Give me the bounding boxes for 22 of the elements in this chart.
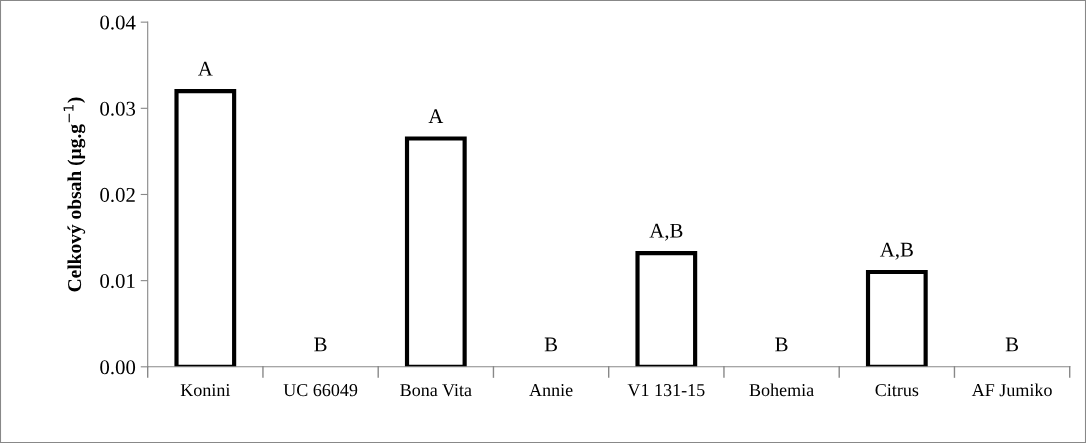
x-tick-label: Citrus — [875, 384, 919, 397]
x-tick-label: Bona Vita — [400, 384, 472, 397]
annotation: A — [198, 61, 213, 76]
annotation: B — [1005, 337, 1019, 352]
y-tick-label: 0.03 — [100, 101, 136, 116]
annotation: A,B — [879, 242, 913, 260]
x-tick-label: UC 66049 — [283, 383, 358, 397]
x-tick-label: Annie — [529, 384, 573, 397]
x-tick-label: Konini — [180, 384, 231, 397]
annotation: A,B — [649, 223, 683, 241]
y-tick-label: 0.00 — [100, 360, 136, 375]
x-tick-label: Bohemia — [749, 383, 814, 397]
y-tick-label: 0.04 — [100, 15, 136, 30]
annotation: B — [544, 337, 558, 352]
x-tick-label: V1 131-15 — [627, 384, 705, 397]
y-tick-label: 0.02 — [100, 187, 135, 202]
annotation: A — [428, 109, 444, 123]
y-tick-label: 0.01 — [100, 274, 135, 289]
y-axis-title: Celkový obsah (µg.g$^{−1}$) — [63, 97, 86, 292]
x-tick-label: AF Jumiko — [971, 383, 1052, 397]
annotation: B — [775, 337, 788, 352]
annotation: B — [314, 337, 327, 352]
